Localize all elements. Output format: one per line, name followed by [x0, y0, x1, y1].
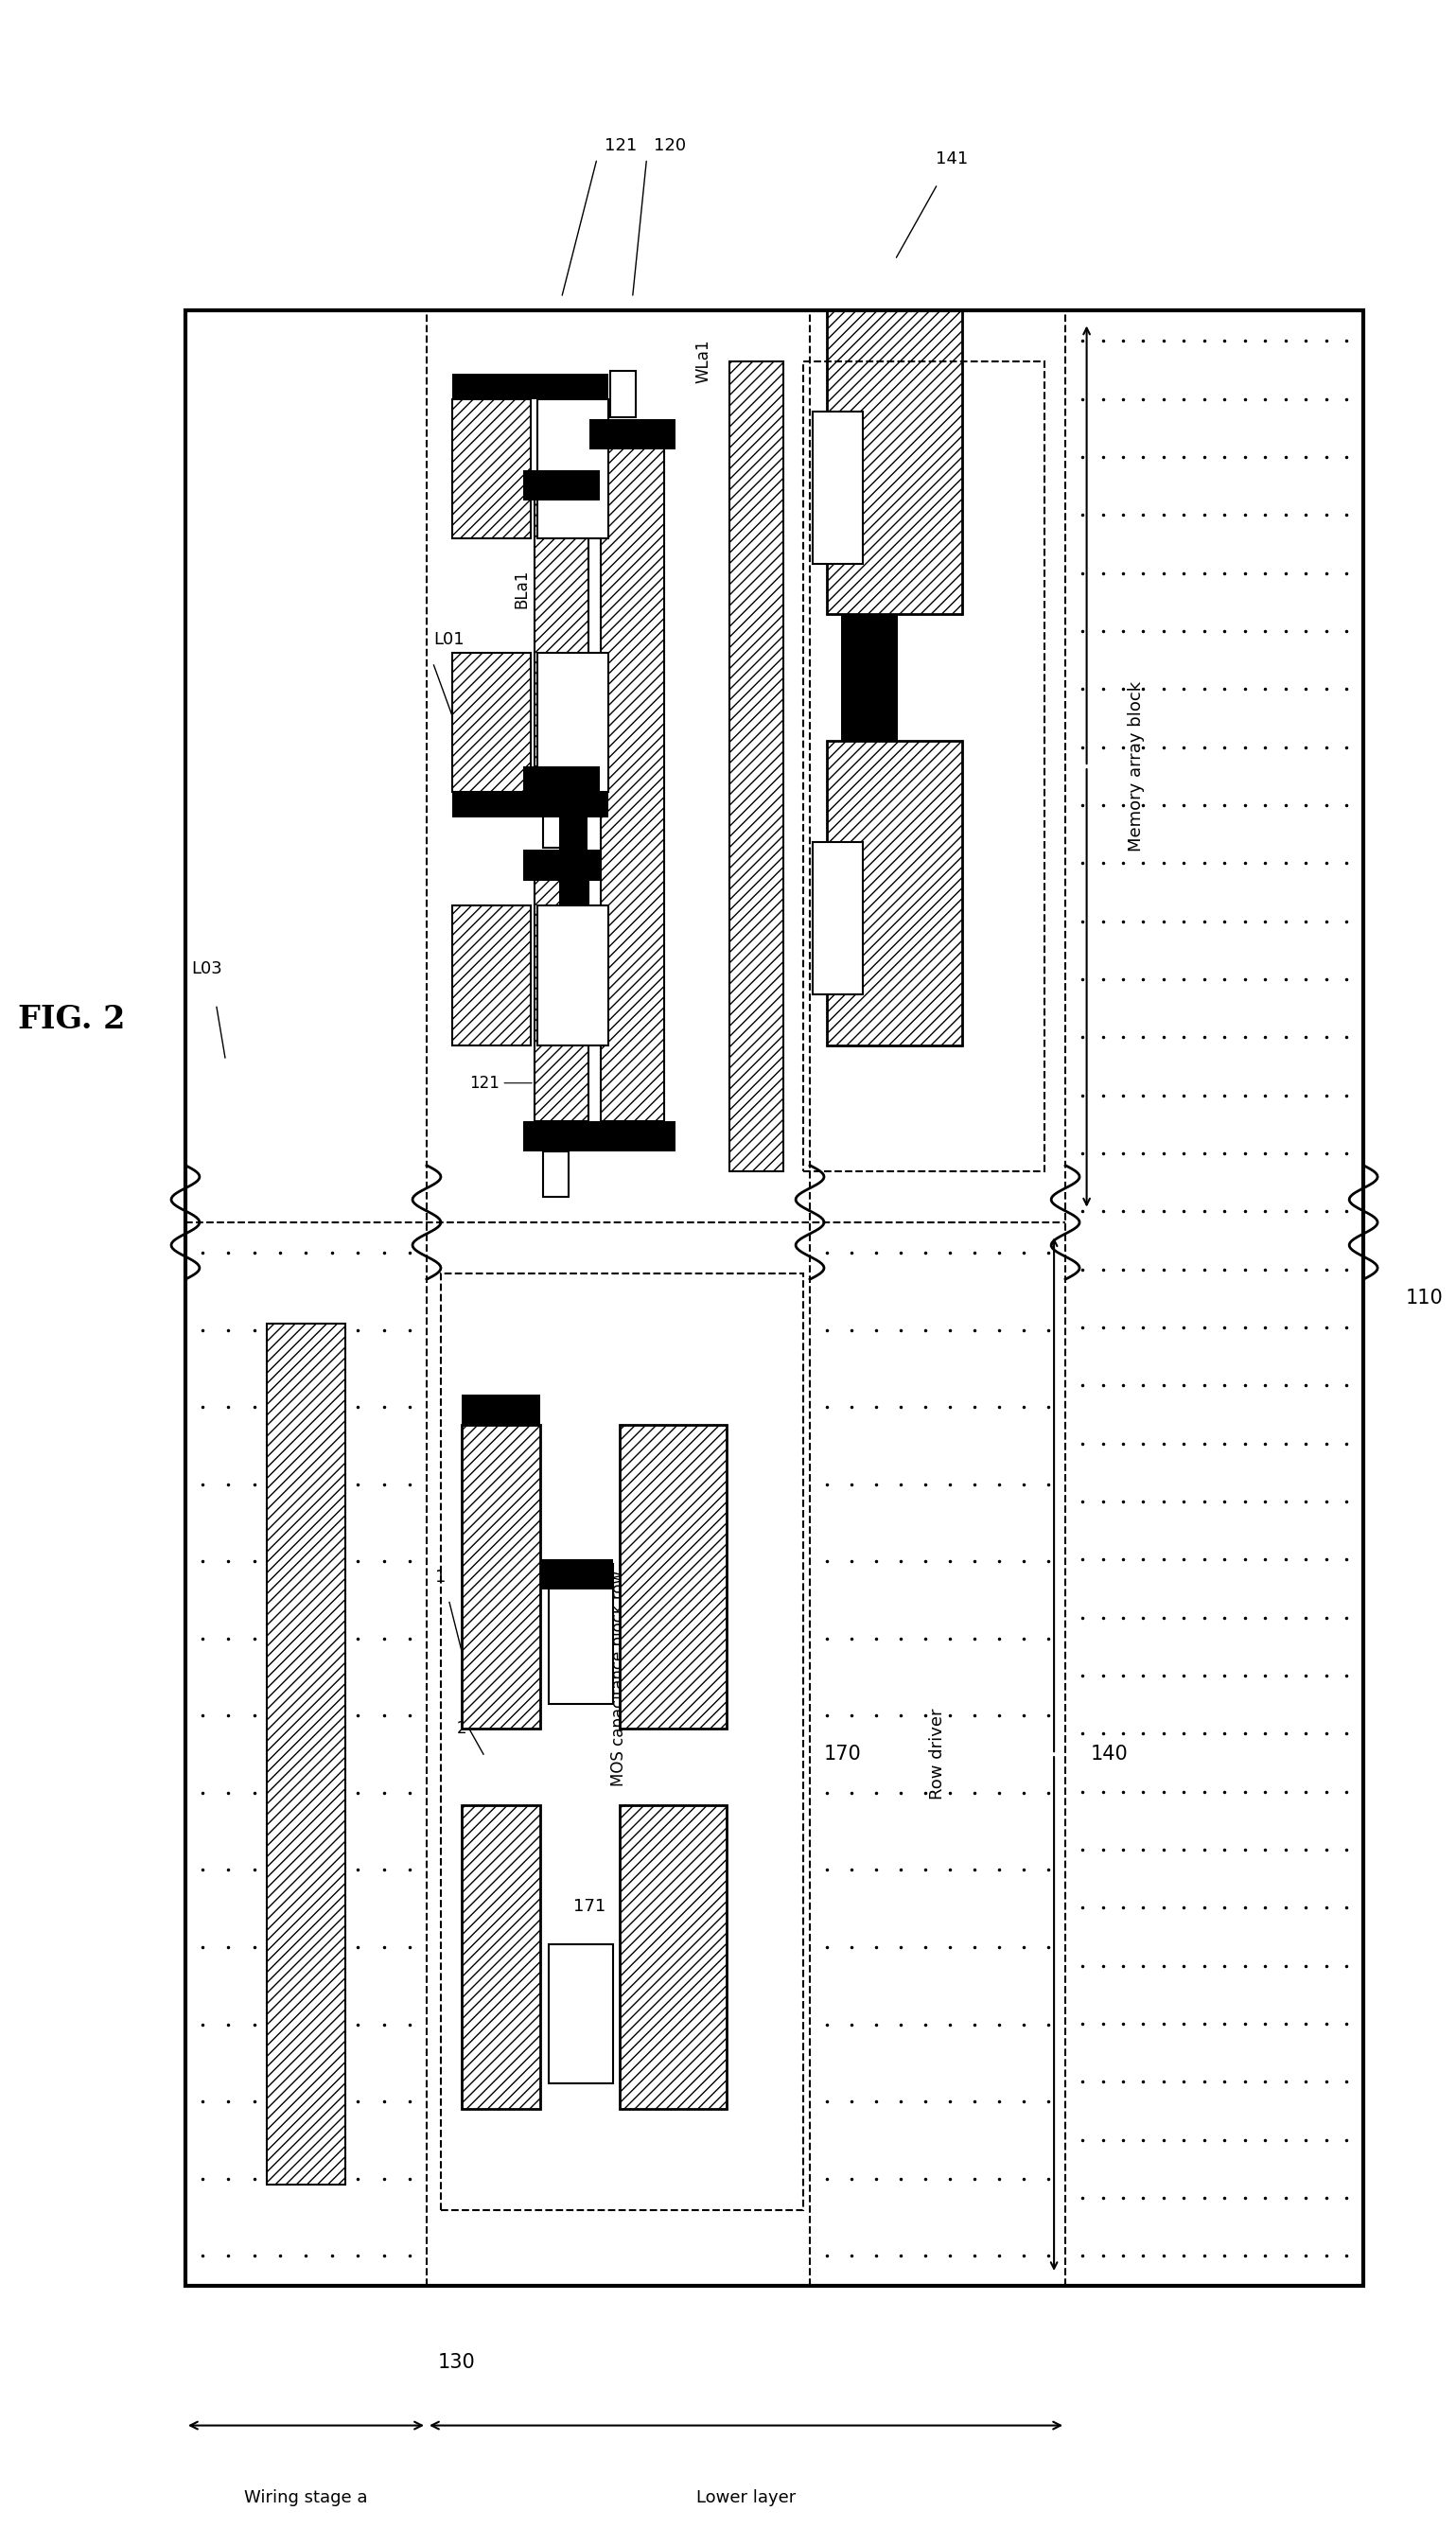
Bar: [453, 400, 530, 537]
Text: WLa1: WLa1: [695, 339, 712, 382]
Text: Row
decoder: Row decoder: [288, 1719, 325, 1790]
Bar: [729, 362, 783, 1171]
Bar: [537, 906, 609, 1044]
Text: BLaM: BLaM: [581, 491, 598, 535]
Bar: [523, 471, 600, 502]
Bar: [453, 906, 530, 1044]
Bar: [802, 362, 1044, 1171]
Text: 171: 171: [574, 1897, 606, 1915]
Bar: [543, 802, 569, 848]
Bar: [543, 1151, 569, 1197]
Bar: [543, 423, 569, 468]
Text: FIG. 2: FIG. 2: [19, 1003, 125, 1036]
Bar: [441, 1273, 802, 2210]
Bar: [620, 1805, 727, 2108]
Text: 121: 121: [604, 137, 636, 155]
Text: 120: 120: [654, 137, 686, 155]
Bar: [620, 1426, 727, 1729]
Text: 170: 170: [824, 1744, 862, 1764]
Text: 121: 121: [469, 1074, 531, 1092]
Bar: [523, 1120, 600, 1151]
Bar: [549, 1563, 613, 1703]
Text: Memory array block: Memory array block: [1128, 682, 1144, 853]
Bar: [559, 792, 587, 906]
Bar: [610, 372, 636, 418]
Text: Lower layer: Lower layer: [696, 2490, 796, 2505]
Bar: [534, 489, 588, 766]
Bar: [842, 614, 898, 741]
Bar: [266, 1324, 345, 2184]
Bar: [185, 311, 1363, 2286]
Text: 141: 141: [936, 150, 968, 168]
Bar: [590, 420, 676, 451]
Bar: [462, 1426, 540, 1729]
Text: 110: 110: [1406, 1288, 1443, 1309]
Bar: [523, 766, 600, 797]
Bar: [827, 311, 962, 614]
Bar: [590, 1120, 676, 1151]
Bar: [453, 374, 609, 400]
Bar: [462, 1395, 540, 1426]
Text: MOS capacitance block row: MOS capacitance block row: [610, 1571, 626, 1787]
Text: Row driver: Row driver: [929, 1708, 946, 1800]
Text: 140: 140: [1091, 1744, 1128, 1764]
Text: 1: 1: [435, 1568, 446, 1586]
Bar: [600, 438, 664, 1120]
Bar: [537, 652, 609, 792]
Text: ...: ...: [587, 657, 607, 675]
Bar: [537, 400, 609, 537]
Bar: [523, 850, 600, 881]
Bar: [549, 1945, 613, 2083]
Bar: [812, 412, 862, 563]
Text: L03: L03: [191, 960, 223, 978]
Text: Wiring stage a: Wiring stage a: [245, 2490, 368, 2505]
Bar: [453, 792, 609, 817]
Bar: [827, 741, 962, 1044]
Text: 130: 130: [438, 2353, 476, 2370]
Text: 2: 2: [457, 1721, 467, 1736]
Bar: [534, 868, 588, 1120]
Bar: [453, 652, 530, 792]
Bar: [540, 1558, 613, 1589]
Bar: [462, 1805, 540, 2108]
Text: L01: L01: [434, 631, 464, 649]
Bar: [812, 843, 862, 995]
Text: BLa1: BLa1: [514, 570, 530, 608]
